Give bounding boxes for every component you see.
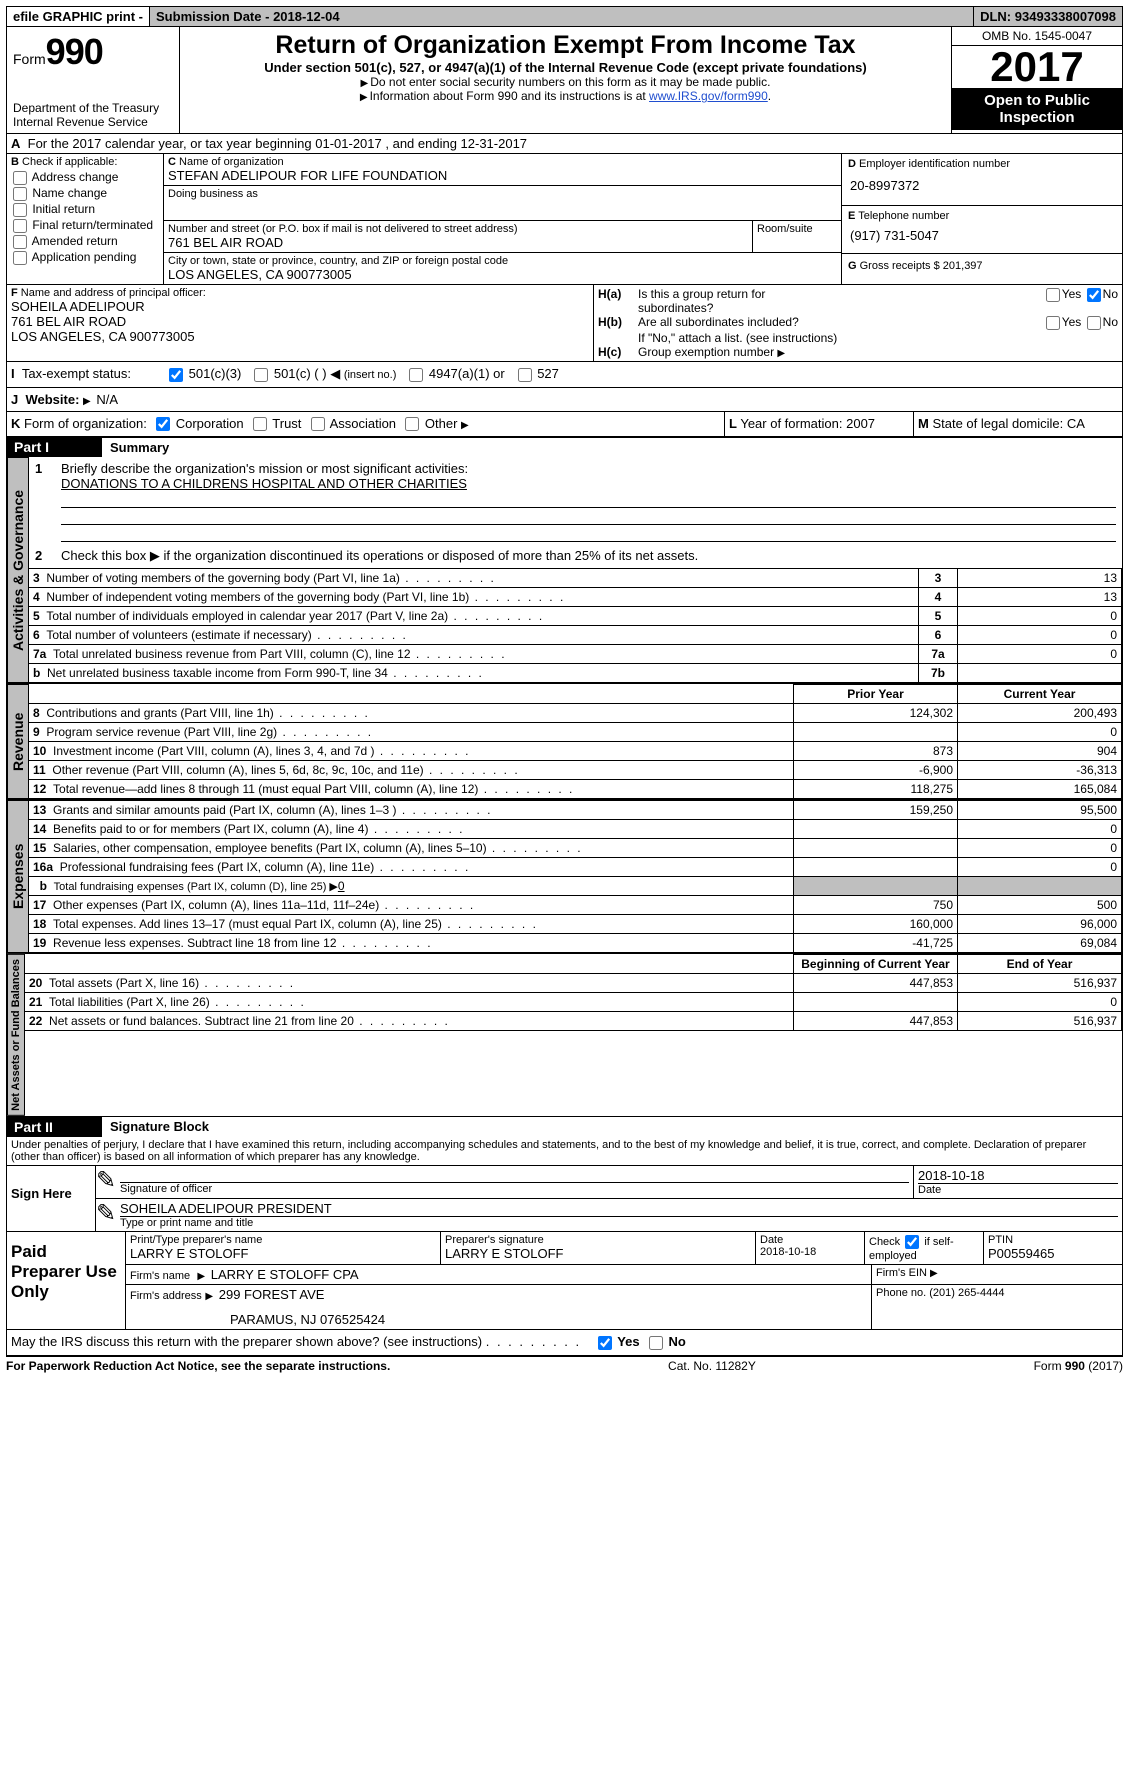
- table-row: 5 Total number of individuals employed i…: [29, 607, 1122, 626]
- irs-label: Internal Revenue Service: [13, 115, 173, 129]
- section-l: L Year of formation: 2007: [725, 412, 914, 437]
- section-i: I Tax-exempt status: 501(c)(3) 501(c) ( …: [6, 361, 1123, 387]
- open-to-public: Open to Public Inspection: [952, 88, 1122, 130]
- table-row: 14 Benefits paid to or for members (Part…: [29, 820, 1122, 839]
- self-employed-checkbox[interactable]: [905, 1235, 919, 1249]
- part2-header: Part II Signature Block: [6, 1117, 1123, 1137]
- arrow-icon: [83, 392, 93, 407]
- form-number: Form990: [13, 31, 173, 73]
- table-row: 11 Other revenue (Part VIII, column (A),…: [29, 761, 1122, 780]
- 501c3-checkbox[interactable]: [169, 368, 183, 382]
- table-row: 18 Total expenses. Add lines 13–17 (must…: [29, 915, 1122, 934]
- hb-no-checkbox[interactable]: [1087, 316, 1101, 330]
- section-f: F Name and address of principal officer:…: [7, 285, 594, 361]
- applicable-checkbox[interactable]: [13, 219, 27, 233]
- applicable-checkbox[interactable]: [13, 235, 27, 249]
- discuss-yes-checkbox[interactable]: [598, 1336, 612, 1350]
- arrow-icon: [197, 1267, 207, 1282]
- page-footer: For Paperwork Reduction Act Notice, see …: [6, 1356, 1123, 1373]
- trust-checkbox[interactable]: [253, 417, 267, 431]
- table-row: b Net unrelated business taxable income …: [29, 664, 1122, 683]
- section-a-line: A For the 2017 calendar year, or tax yea…: [6, 134, 1123, 154]
- table-row: 12 Total revenue—add lines 8 through 11 …: [29, 780, 1122, 799]
- discuss-line: May the IRS discuss this return with the…: [6, 1330, 1123, 1356]
- applicable-checkbox[interactable]: [13, 171, 27, 185]
- section-m: M State of legal domicile: CA: [914, 412, 1122, 437]
- form-subtitle: Under section 501(c), 527, or 4947(a)(1)…: [186, 60, 945, 75]
- section-b: B Check if applicable: Address change Na…: [7, 154, 164, 284]
- street-address: 761 BEL AIR ROAD: [168, 235, 748, 250]
- netassets-table: Beginning of Current Year End of Year 20…: [25, 954, 1122, 1031]
- form-title: Return of Organization Exempt From Incom…: [186, 31, 945, 60]
- 4947-checkbox[interactable]: [409, 368, 423, 382]
- revenue-label: Revenue: [7, 684, 29, 799]
- top-bar: efile GRAPHIC print - Submission Date - …: [6, 6, 1123, 27]
- submission-date: Submission Date - 2018-12-04: [150, 7, 974, 26]
- 501c-checkbox[interactable]: [254, 368, 268, 382]
- corp-checkbox[interactable]: [156, 417, 170, 431]
- table-row: 15 Salaries, other compensation, employe…: [29, 839, 1122, 858]
- form-header: Form990 Department of the Treasury Inter…: [6, 27, 1123, 134]
- table-row: 3 Number of voting members of the govern…: [29, 569, 1122, 588]
- table-row: 9 Program service revenue (Part VIII, li…: [29, 723, 1122, 742]
- mission-text: DONATIONS TO A CHILDRENS HOSPITAL AND OT…: [61, 476, 467, 491]
- section-j: J Website: N/A: [6, 387, 1123, 411]
- table-row: 6 Total number of volunteers (estimate i…: [29, 626, 1122, 645]
- table-row: 8 Contributions and grants (Part VIII, l…: [29, 704, 1122, 723]
- tax-year: 2017: [952, 46, 1122, 88]
- arrow-icon: [777, 345, 787, 359]
- arrow-icon: [360, 89, 370, 103]
- section-deg: D Employer identification number 20-8997…: [842, 154, 1122, 284]
- ha-no-checkbox[interactable]: [1087, 288, 1101, 302]
- expenses-label: Expenses: [7, 800, 29, 953]
- other-checkbox[interactable]: [405, 417, 419, 431]
- table-row: 22 Net assets or fund balances. Subtract…: [25, 1012, 1122, 1031]
- table-row: 16a Professional fundraising fees (Part …: [29, 858, 1122, 877]
- section-h: H(a) Is this a group return for subordin…: [594, 285, 1122, 361]
- paid-preparer-label: Paid Preparer Use Only: [7, 1232, 126, 1329]
- arrow-icon: [461, 416, 471, 431]
- table-row: 13 Grants and similar amounts paid (Part…: [29, 801, 1122, 820]
- 527-checkbox[interactable]: [518, 368, 532, 382]
- table-row: 7a Total unrelated business revenue from…: [29, 645, 1122, 664]
- sign-here-label: Sign Here: [7, 1166, 96, 1231]
- pen-icon: ✎: [96, 1199, 116, 1231]
- dept-treasury: Department of the Treasury: [13, 101, 173, 115]
- table-row: 17 Other expenses (Part IX, column (A), …: [29, 896, 1122, 915]
- table-row: 21 Total liabilities (Part X, line 26)0: [25, 993, 1122, 1012]
- part1-header: Part I Summary: [6, 437, 1123, 457]
- table-row: 20 Total assets (Part X, line 16)447,853…: [25, 974, 1122, 993]
- table-row: 4 Number of independent voting members o…: [29, 588, 1122, 607]
- netassets-label: Net Assets or Fund Balances: [7, 954, 25, 1116]
- expenses-table: 13 Grants and similar amounts paid (Part…: [29, 800, 1122, 953]
- applicable-checkbox[interactable]: [13, 187, 27, 201]
- pen-icon: ✎: [96, 1166, 116, 1198]
- perjury-text: Under penalties of perjury, I declare th…: [6, 1137, 1123, 1166]
- arrow-icon: [930, 1267, 940, 1279]
- section-c: C Name of organization STEFAN ADELIPOUR …: [164, 154, 842, 284]
- org-name: STEFAN ADELIPOUR FOR LIFE FOUNDATION: [168, 168, 837, 183]
- dln: DLN: 93493338007098: [974, 7, 1122, 26]
- ha-yes-checkbox[interactable]: [1046, 288, 1060, 302]
- ein: 20-8997372: [848, 170, 1116, 201]
- city-state-zip: LOS ANGELES, CA 900773005: [168, 267, 837, 282]
- arrow-icon: [361, 75, 371, 89]
- revenue-table: Prior Year Current Year 8 Contributions …: [29, 684, 1122, 799]
- phone: (917) 731-5047: [848, 222, 1116, 249]
- assoc-checkbox[interactable]: [311, 417, 325, 431]
- discuss-no-checkbox[interactable]: [649, 1336, 663, 1350]
- applicable-checkbox[interactable]: [13, 203, 27, 217]
- table-row: 10 Investment income (Part VIII, column …: [29, 742, 1122, 761]
- section-k: K Form of organization: Corporation Trus…: [7, 412, 725, 437]
- activities-governance-label: Activities & Governance: [7, 457, 29, 683]
- governance-table: 3 Number of voting members of the govern…: [29, 568, 1122, 683]
- arrow-icon: [205, 1287, 215, 1302]
- applicable-checkbox[interactable]: [13, 251, 27, 265]
- instructions-link[interactable]: www.IRS.gov/form990: [649, 89, 768, 103]
- hb-yes-checkbox[interactable]: [1046, 316, 1060, 330]
- table-row: 19 Revenue less expenses. Subtract line …: [29, 934, 1122, 953]
- gross-receipts: 201,397: [943, 260, 983, 272]
- efile-label: efile GRAPHIC print -: [7, 7, 150, 26]
